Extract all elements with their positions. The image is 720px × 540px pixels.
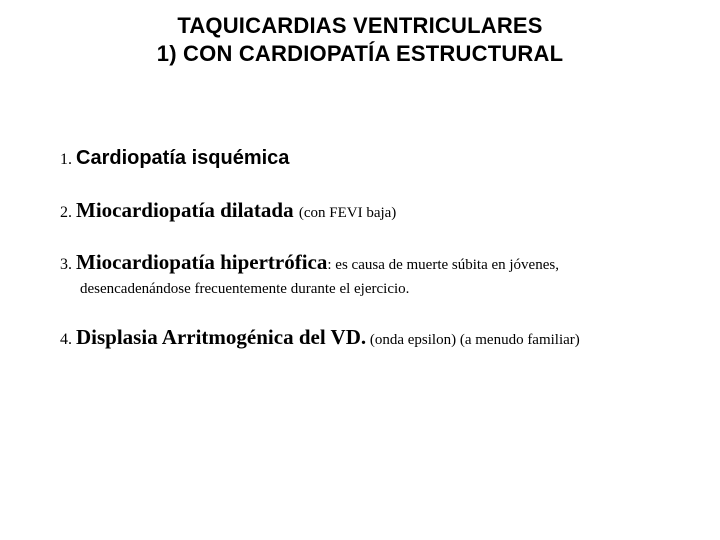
title-line-2: 1) CON CARDIOPATÍA ESTRUCTURAL: [0, 40, 720, 68]
item-number: 2.: [60, 204, 76, 221]
list-item: 2. Miocardiopatía dilatada (con FEVI baj…: [60, 196, 656, 224]
title-line-1: TAQUICARDIAS VENTRICULARES: [0, 12, 720, 40]
list-item: 1. Cardiopatía isquémica: [60, 145, 656, 172]
item-label: Miocardiopatía dilatada: [76, 198, 299, 222]
item-note: (onda epsilon) (a menudo familiar): [366, 332, 580, 348]
title-block: TAQUICARDIAS VENTRICULARES 1) CON CARDIO…: [0, 12, 720, 67]
slide: TAQUICARDIAS VENTRICULARES 1) CON CARDIO…: [0, 0, 720, 540]
item-label: Displasia Arritmogénica del VD.: [76, 325, 366, 349]
item-number: 4.: [60, 331, 76, 348]
item-number: 3.: [60, 256, 76, 273]
item-label: Cardiopatía isquémica: [76, 147, 289, 169]
item-number: 1.: [60, 151, 76, 168]
item-note: : es causa de muerte súbita en jóvenes,: [327, 257, 559, 273]
footer-dots: . . . . . . . . . . . . . . . . . . . . …: [0, 506, 720, 512]
list-item: 4. Displasia Arritmogénica del VD. (onda…: [60, 323, 656, 351]
item-label: Miocardiopatía hipertrófica: [76, 250, 327, 274]
list-item: 3. Miocardiopatía hipertrófica: es causa…: [60, 248, 656, 299]
item-list: 1. Cardiopatía isquémica 2. Miocardiopat…: [0, 145, 720, 351]
item-note: (con FEVI baja): [299, 205, 396, 221]
item-continuation: desencadenándose frecuentemente durante …: [60, 279, 656, 299]
